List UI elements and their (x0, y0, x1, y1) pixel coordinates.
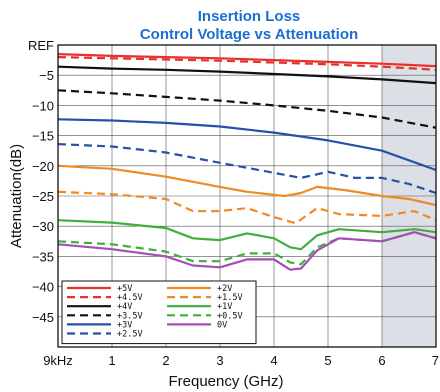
legend-label: +1.5V (217, 293, 243, 303)
y-tick-label: REF (28, 38, 54, 53)
x-tick-label: 5 (324, 353, 331, 368)
x-tick-label: 1 (108, 353, 115, 368)
series-line (57, 164, 437, 207)
y-tick-label: −10 (32, 98, 54, 113)
x-axis-label: Frequency (GHz) (168, 373, 283, 390)
legend-label: +2.5V (117, 330, 143, 340)
chart-title: Insertion Loss (198, 8, 301, 25)
legend: +5V+4.5V+4V+3.5V+3V+2.5V +2V+1.5V+1V+0.5V… (61, 280, 257, 345)
y-tick-label: −25 (32, 189, 54, 204)
x-tick-label: 2 (162, 353, 169, 368)
x-tick-label: 4 (270, 353, 277, 368)
legend-label: +1V (217, 302, 232, 312)
y-tick-label: −20 (32, 159, 54, 174)
plot-frame (57, 44, 437, 348)
series-line (57, 231, 437, 271)
x-tick-label: 3 (216, 353, 223, 368)
legend-label: +5V (117, 284, 132, 294)
y-tick-labels: REF −5 −10 −15 −20 −25 −30 −35 −40 −45 (28, 38, 54, 325)
y-tick-label: −35 (32, 249, 54, 264)
legend-label: +4V (117, 302, 132, 312)
x-tick-label: 9kHz (43, 353, 73, 368)
series-line (57, 65, 437, 85)
legend-label: +3.5V (117, 311, 143, 321)
x-tick-label: 6 (378, 353, 385, 368)
legend-label: +3V (117, 320, 132, 330)
series-line (57, 190, 437, 225)
legend-label: +0.5V (217, 311, 243, 321)
series-lines (57, 53, 437, 271)
chart-subtitle: Control Voltage vs Attenuation (140, 26, 358, 43)
series-line (57, 219, 437, 251)
series-line (57, 89, 437, 129)
series-line (57, 118, 437, 172)
legend-label: +2V (217, 284, 232, 294)
x-tick-labels: 9kHz 1 2 3 4 5 6 7 (43, 353, 439, 368)
series-line (57, 143, 437, 195)
y-tick-label: −15 (32, 129, 54, 144)
series-line (57, 56, 437, 71)
y-axis-label: Attenuation(dB) (8, 144, 25, 248)
y-tick-label: −40 (32, 280, 54, 295)
series-line (57, 53, 437, 68)
x-tick-label: 7 (432, 353, 439, 368)
y-tick-label: −45 (32, 310, 54, 325)
legend-label: 0V (217, 320, 227, 330)
legend-label: +4.5V (117, 293, 143, 303)
y-tick-label: −30 (32, 219, 54, 234)
y-tick-label: −5 (39, 68, 54, 83)
